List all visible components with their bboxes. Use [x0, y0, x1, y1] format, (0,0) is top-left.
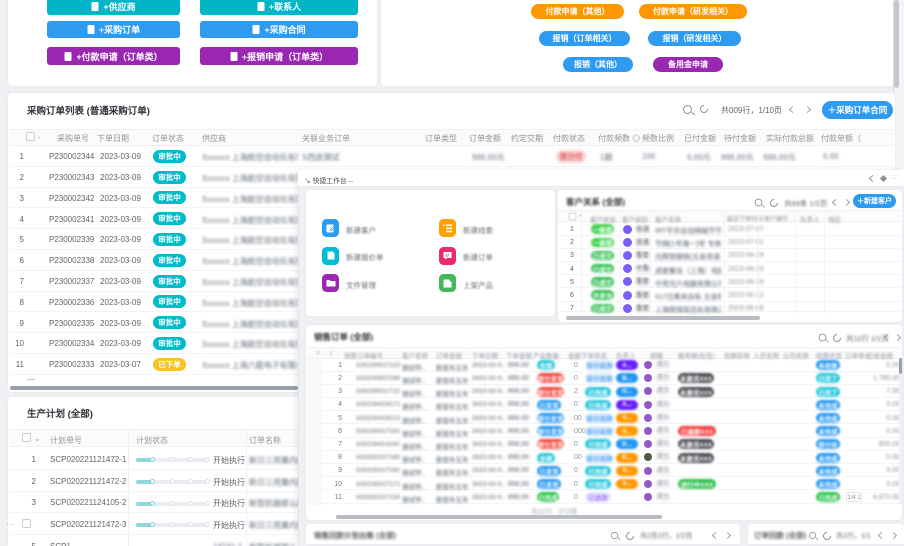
svg-text:U: U [446, 253, 449, 258]
